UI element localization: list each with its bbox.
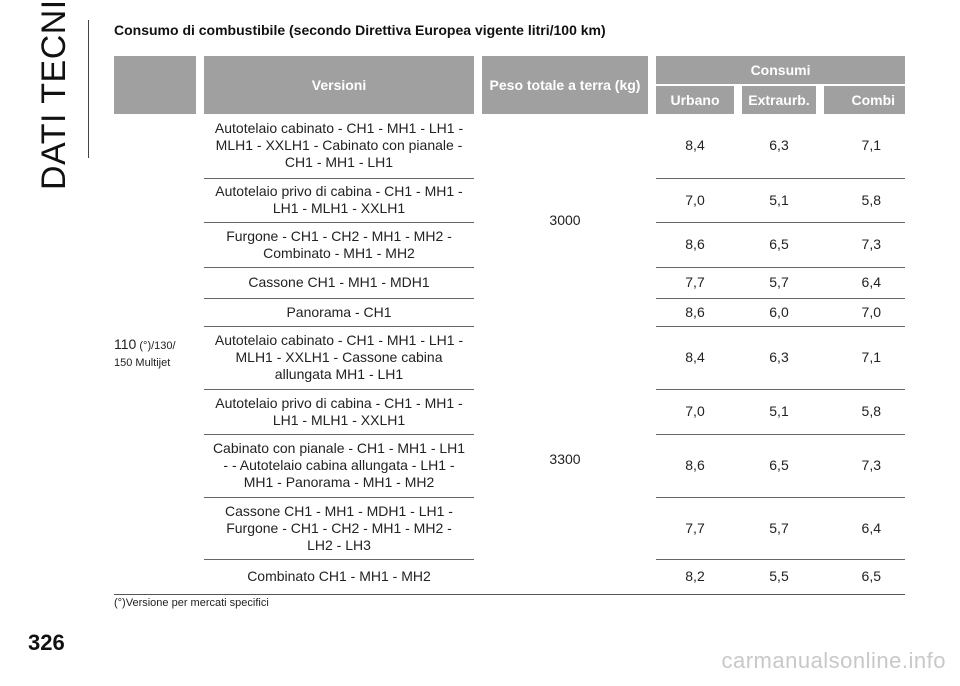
extraurb-cell: 6,3 xyxy=(742,326,816,390)
versione-cell: Combinato CH1 - MH1 - MH2 xyxy=(247,567,431,584)
table-heading: Consumo di combustibile (secondo Diretti… xyxy=(114,22,606,38)
header-versioni: Versioni xyxy=(204,56,474,114)
extraurb-cell: 5,5 xyxy=(769,567,789,584)
header-model-cell xyxy=(114,56,196,114)
urbano-cell: 8,6 xyxy=(656,298,734,327)
urbano-cell: 8,2 xyxy=(685,567,705,584)
extraurb-cell: 6,0 xyxy=(742,298,816,327)
table-row: Autotelaio privo di cabina - CH1 - MH1 -… xyxy=(114,389,906,435)
versione-cell: Cassone CH1 - MH1 - MDH1 - LH1 - Furgone… xyxy=(204,497,474,560)
table-row: Cabinato con pianale - CH1 - MH1 - LH1 -… xyxy=(114,434,906,498)
consumption-table: Versioni Peso totale a terra (kg) Consum… xyxy=(114,56,906,595)
section-title: DATI TECNICI xyxy=(35,0,73,190)
header-consumi: Consumi xyxy=(656,56,906,86)
versione-cell: Autotelaio cabinato - CH1 - MH1 - LH1 - … xyxy=(204,114,474,179)
combi-cell: 7,1 xyxy=(824,114,906,179)
extraurb-cell: 6,5 xyxy=(742,434,816,498)
peso-cell: 3300 xyxy=(549,451,581,467)
footnote: (°)Versione per mercati specifici xyxy=(114,597,269,609)
table-row: Cassone CH1 - MH1 - MDH1 7,7 5,7 6,4 xyxy=(114,267,906,299)
combi-cell: 5,8 xyxy=(824,389,906,435)
table-row: Furgone - CH1 - CH2 - MH1 - MH2 - Combin… xyxy=(114,222,906,268)
urbano-cell: 8,6 xyxy=(656,434,734,498)
header-extraurb: Extraurb. xyxy=(742,85,816,114)
combi-cell: 7,3 xyxy=(824,222,906,268)
table-row: Autotelaio cabinato - CH1 - MH1 - LH1 - … xyxy=(114,326,906,467)
versione-cell: Cassone CH1 - MH1 - MDH1 xyxy=(204,267,474,299)
header-combi: Combi xyxy=(824,85,906,114)
page-number: 326 xyxy=(28,630,65,655)
combi-cell: 5,8 xyxy=(824,178,906,223)
combi-cell: 6,4 xyxy=(824,497,906,560)
section-divider xyxy=(88,20,89,158)
extraurb-cell: 5,1 xyxy=(742,178,816,223)
header-peso: Peso totale a terra (kg) xyxy=(482,56,648,114)
table-row: Combinato CH1 - MH1 - MH2 8,2 5,5 6,5 xyxy=(114,559,905,593)
extraurb-cell: 5,1 xyxy=(742,389,816,435)
versione-cell: Furgone - CH1 - CH2 - MH1 - MH2 - Combin… xyxy=(204,222,474,268)
peso-cell: 3000 xyxy=(549,211,581,228)
urbano-cell: 7,7 xyxy=(656,267,734,299)
urbano-cell: 7,0 xyxy=(656,178,734,223)
versione-cell: Panorama - CH1 xyxy=(204,298,474,327)
combi-cell: 6,4 xyxy=(824,267,906,299)
combi-cell: 7,1 xyxy=(824,326,906,390)
extraurb-cell: 6,3 xyxy=(742,114,816,179)
table-row: 110 (°)/130/ 150 Multijet Autotelaio cab… xyxy=(114,114,906,593)
watermark-text: carmanualsonline.info xyxy=(721,648,946,673)
versione-cell: Autotelaio privo di cabina - CH1 - MH1 -… xyxy=(204,389,474,435)
combi-cell: 7,0 xyxy=(824,298,906,327)
urbano-cell: 7,0 xyxy=(656,389,734,435)
urbano-cell: 7,7 xyxy=(656,497,734,560)
urbano-cell: 8,4 xyxy=(656,114,734,179)
versione-cell: Autotelaio cabinato - CH1 - MH1 - LH1 - … xyxy=(204,326,474,390)
table-row: Cassone CH1 - MH1 - MDH1 - LH1 - Furgone… xyxy=(114,497,906,560)
header-urbano: Urbano xyxy=(656,85,734,114)
extraurb-cell: 5,7 xyxy=(742,267,816,299)
versione-cell: Autotelaio privo di cabina - CH1 - MH1 -… xyxy=(204,178,474,223)
extraurb-cell: 5,7 xyxy=(742,497,816,560)
versione-cell: Cabinato con pianale - CH1 - MH1 - LH1 -… xyxy=(204,434,474,498)
extraurb-cell: 6,5 xyxy=(742,222,816,268)
table-row: Panorama - CH1 8,6 6,0 7,0 xyxy=(114,298,906,327)
model-label: 110 (°)/130/ 150 Multijet xyxy=(114,335,176,369)
table-bottom-rule xyxy=(114,593,906,595)
urbano-cell: 8,4 xyxy=(656,326,734,390)
combi-cell: 6,5 xyxy=(861,567,882,584)
table-row: Autotelaio privo di cabina - CH1 - MH1 -… xyxy=(114,178,906,223)
combi-cell: 7,3 xyxy=(824,434,906,498)
urbano-cell: 8,6 xyxy=(656,222,734,268)
